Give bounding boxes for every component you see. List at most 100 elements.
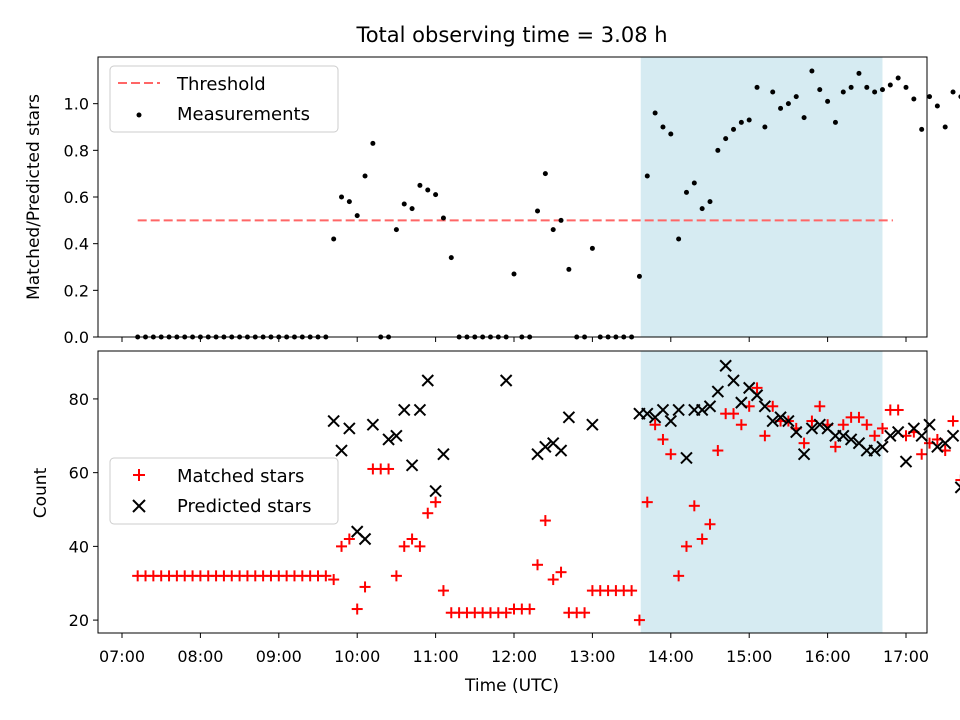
y-tick-label: 0.6 [64,188,89,207]
matched-star-point [555,566,567,578]
measurement-point [911,96,917,102]
measurement-point [746,117,752,123]
measurement-point [550,227,556,233]
measurement-point [723,136,729,142]
measurement-point [566,266,572,272]
matched-star-point [336,540,348,552]
predicted-star-point [656,403,670,417]
measurement-point [934,103,940,109]
ratio-y-tick-labels: 0.0 0.2 0.4 0.6 0.8 1.0 [64,95,89,347]
measurement-point [644,173,650,179]
matched-star-point [383,463,395,475]
predicted-star-point [343,422,356,435]
matched-star-point [751,382,763,394]
matched-star-point [414,540,426,552]
predicted-star-point [641,407,654,420]
legend-matched-swatch [133,469,145,481]
matched-star-point [876,422,888,434]
legend-measurements-swatch [136,112,142,118]
predicted-star-point [899,455,913,468]
count-axes-frame [97,350,928,634]
matched-star-point [437,585,449,597]
count-panel: 20 40 60 80 Matched stars Predicted stars [69,350,960,638]
measurement-point [409,206,415,212]
predicted-star-point [805,422,819,435]
count-points [132,359,960,626]
y-tick-label: 80 [69,390,89,409]
y-tick-label: 20 [69,611,89,630]
matched-star-point [649,419,661,431]
predicted-star-point [915,429,928,442]
matched-star-point [947,415,959,427]
measurement-point [433,192,439,198]
measurement-point [558,217,564,223]
matched-star-point [916,448,928,460]
matched-star-point [320,570,332,582]
matched-star-point [892,404,904,416]
matched-star-point [869,430,881,442]
measurement-point [535,208,541,214]
measurement-point [346,199,352,205]
predicted-star-point [774,411,787,424]
legend-threshold-label: Threshold [176,74,266,95]
x-tick-label: 16:00 [805,647,851,666]
measurement-point [401,201,407,207]
measurement-point [707,199,713,205]
predicted-star-point [868,444,881,457]
matched-star-point [422,507,434,519]
matched-star-point [633,614,645,626]
predicted-star-point [891,425,905,439]
ratio-y-axis-label: Matched/Predicted stars [24,94,44,300]
predicted-star-point [782,414,795,428]
measurement-point [785,101,791,107]
predicted-star-point [358,532,372,546]
matched-star-point [579,607,591,619]
matched-star-point [861,419,873,431]
measurement-point [699,206,705,212]
y-tick-label: 0.2 [64,281,89,300]
matched-star-point [955,474,960,486]
count-highlight-span [640,351,883,633]
matched-star-point [547,574,559,586]
x-tick-label: 11:00 [413,647,459,666]
measurement-point [754,84,760,90]
predicted-star-point [711,385,725,398]
matched-star-point [657,433,669,445]
measurement-point [589,245,595,251]
predicted-star-point [672,403,685,417]
measurement-point [950,89,956,95]
measurement-point [425,187,431,193]
matched-star-point [343,533,355,545]
measurement-point [832,119,838,125]
matched-star-point [680,540,692,552]
measurement-point [942,124,948,130]
ratio-axis-ticks [93,103,907,342]
legend-predicted-label: Predicted stars [177,496,311,517]
predicted-star-point [382,433,395,446]
measurement-point [825,98,831,104]
predicted-star-point [664,414,678,428]
measurement-point [715,147,721,153]
x-tick-label: 08:00 [177,647,223,666]
matched-star-point [351,603,363,615]
measurement-point [668,131,674,137]
measurement-point [440,215,446,221]
predicted-star-point [335,444,348,457]
predicted-star-point [954,481,960,494]
matched-star-point [665,448,677,460]
predicted-star-point [421,374,434,387]
x-tick-labels: 07:00 08:00 09:00 10:00 11:00 12:00 13:00 14:00… [99,647,929,666]
matched-star-point [814,400,826,412]
measurement-point [417,182,423,188]
predicted-star-point [539,440,552,454]
measurement-point [793,94,799,100]
predicted-star-point [844,433,858,446]
measurement-point [864,84,870,90]
measurement-point [848,84,854,90]
measurement-point [762,124,768,130]
measurement-point [354,213,360,219]
measurement-point [840,89,846,95]
matched-star-point [837,419,849,431]
ratio-legend: Threshold Measurements [109,65,339,133]
predicted-star-point [931,440,944,454]
